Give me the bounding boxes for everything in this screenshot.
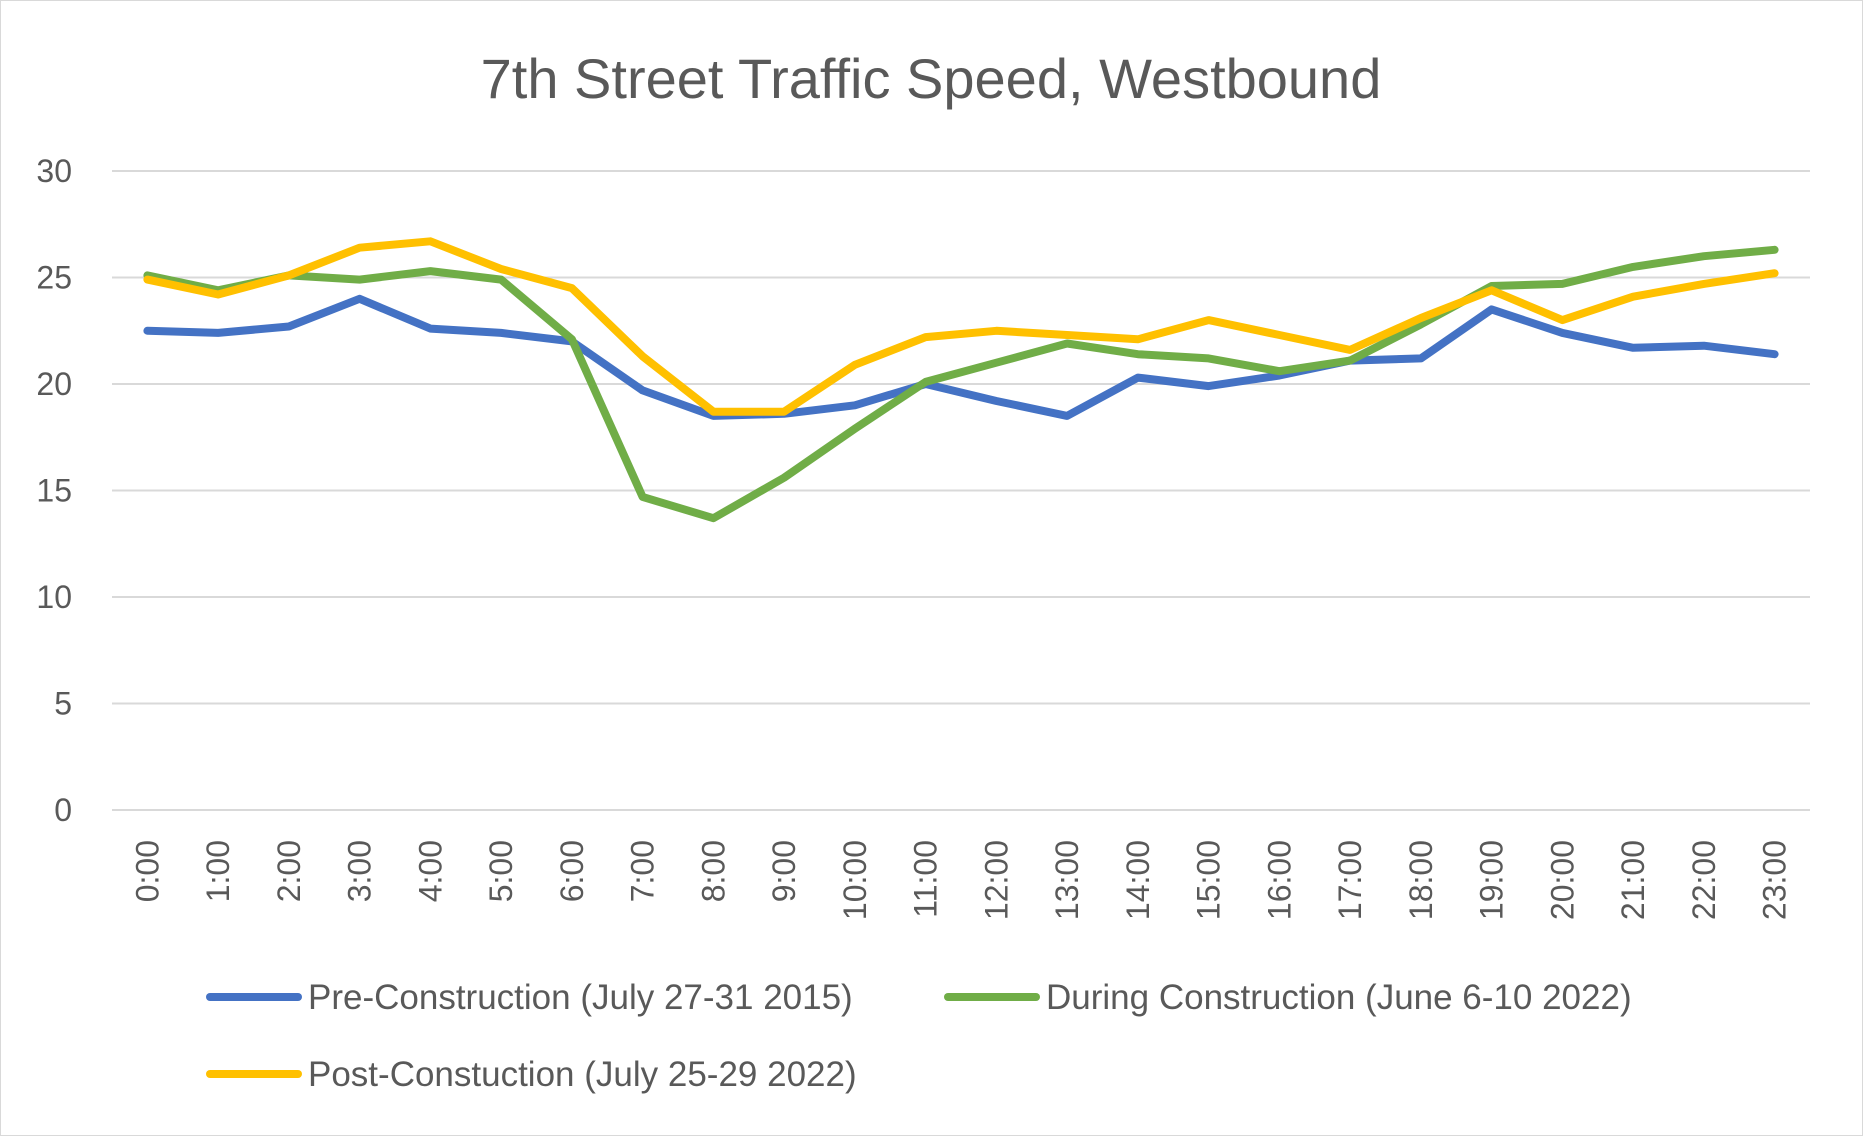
x-tick-label: 10:00 [837, 840, 873, 920]
x-tick-label: 16:00 [1261, 840, 1297, 920]
x-tick-label: 7:00 [625, 840, 661, 902]
chart-title: 7th Street Traffic Speed, Westbound [481, 47, 1382, 110]
x-tick-label: 18:00 [1403, 840, 1439, 920]
y-tick-label: 30 [36, 153, 72, 189]
x-tick-label: 11:00 [908, 840, 944, 918]
x-tick-label: 9:00 [766, 840, 802, 902]
y-tick-label: 15 [36, 473, 72, 509]
x-tick-label: 22:00 [1686, 840, 1722, 920]
x-tick-label: 6:00 [554, 840, 590, 902]
legend-label-1: Pre-Construction (July 27-31 2015) [308, 978, 853, 1017]
series-lines [143, 237, 1779, 523]
x-axis-tick-labels: 0:00 1:00 2:00 3:00 4:00 5:00 6:00 7:00 8:00 9:00… [129, 840, 1792, 920]
x-tick-label: 23:00 [1757, 840, 1793, 920]
y-tick-label: 0 [54, 792, 72, 828]
x-tick-label: 8:00 [695, 840, 731, 902]
x-tick-label: 17:00 [1332, 840, 1368, 920]
x-tick-label: 15:00 [1191, 840, 1227, 920]
gridlines [112, 170, 1810, 811]
x-tick-label: 4:00 [412, 840, 448, 902]
y-tick-label: 25 [36, 260, 72, 296]
x-tick-label: 13:00 [1049, 840, 1085, 920]
series-line-1 [143, 294, 1779, 420]
x-tick-label: 3:00 [342, 840, 378, 902]
x-tick-label: 20:00 [1544, 840, 1580, 920]
x-tick-label: 5:00 [483, 840, 519, 902]
x-tick-label: 12:00 [978, 840, 1014, 920]
x-tick-label: 2:00 [271, 840, 307, 902]
legend-label-3: Post-Constuction (July 25-29 2022) [308, 1055, 857, 1094]
x-tick-label: 1:00 [200, 840, 236, 902]
series-line-3 [143, 237, 1779, 416]
y-axis-tick-labels: 0 5 10 15 20 25 30 [36, 153, 72, 828]
legend-label-2: During Construction (June 6-10 2022) [1046, 978, 1632, 1017]
y-tick-label: 20 [36, 366, 72, 402]
x-tick-label: 0:00 [129, 840, 165, 902]
series-line-2 [143, 245, 1779, 523]
x-tick-label: 21:00 [1615, 840, 1651, 920]
x-tick-label: 14:00 [1120, 840, 1156, 920]
x-tick-label: 19:00 [1474, 840, 1510, 920]
y-tick-label: 5 [54, 686, 72, 722]
y-tick-label: 10 [36, 579, 72, 615]
legend: Pre-Construction (July 27-31 2015) During… [206, 978, 1632, 1094]
